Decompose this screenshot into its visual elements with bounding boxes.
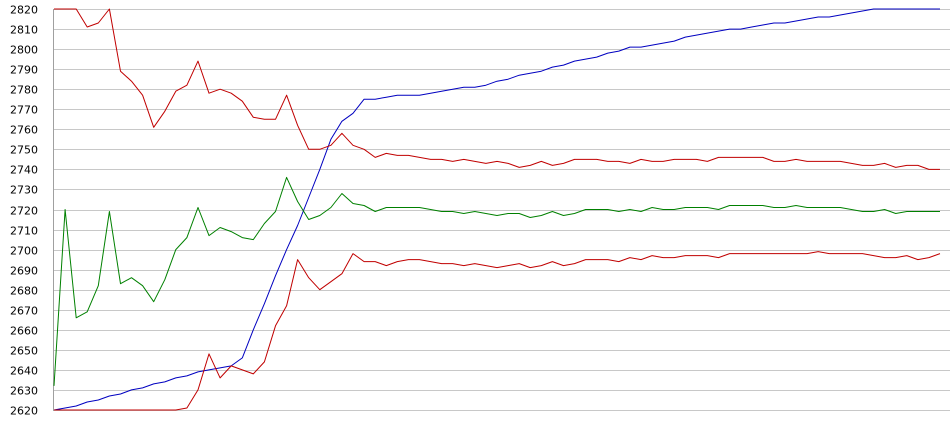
y-tick-label: 2640	[10, 365, 38, 378]
y-tick-label: 2770	[10, 104, 38, 117]
y-tick-label: 2710	[10, 225, 38, 238]
y-tick-label: 2720	[10, 205, 38, 218]
y-tick-label: 2650	[10, 345, 38, 358]
y-tick-label: 2750	[10, 144, 38, 157]
y-tick-label: 2780	[10, 84, 38, 97]
y-tick-label: 2630	[10, 385, 38, 398]
y-tick-label: 2820	[10, 4, 38, 17]
y-tick-label: 2700	[10, 245, 38, 258]
y-tick-label: 2810	[10, 24, 38, 37]
series-line-1	[53, 8, 940, 411]
y-tick-label: 2690	[10, 265, 38, 278]
series-line-2	[54, 8, 940, 170]
y-tick-label: 2760	[10, 124, 38, 137]
y-tick-label: 2730	[10, 184, 38, 197]
y-tick-label: 2620	[10, 405, 38, 418]
y-axis-tick-labels: 2620 2630 2640 2650 2660 2670 2680 2690 2700 2710…	[10, 4, 38, 418]
y-tick-label: 2680	[10, 285, 38, 298]
series-line-3	[53, 176, 940, 386]
grid-lines	[54, 9, 950, 411]
y-tick-label: 2660	[10, 325, 38, 338]
y-tick-label: 2740	[10, 164, 38, 177]
series-line-4	[54, 251, 941, 411]
series-lines	[53, 8, 941, 411]
y-tick-label: 2800	[10, 44, 38, 57]
y-tick-label: 2670	[10, 305, 38, 318]
y-tick-label: 2790	[10, 64, 38, 77]
